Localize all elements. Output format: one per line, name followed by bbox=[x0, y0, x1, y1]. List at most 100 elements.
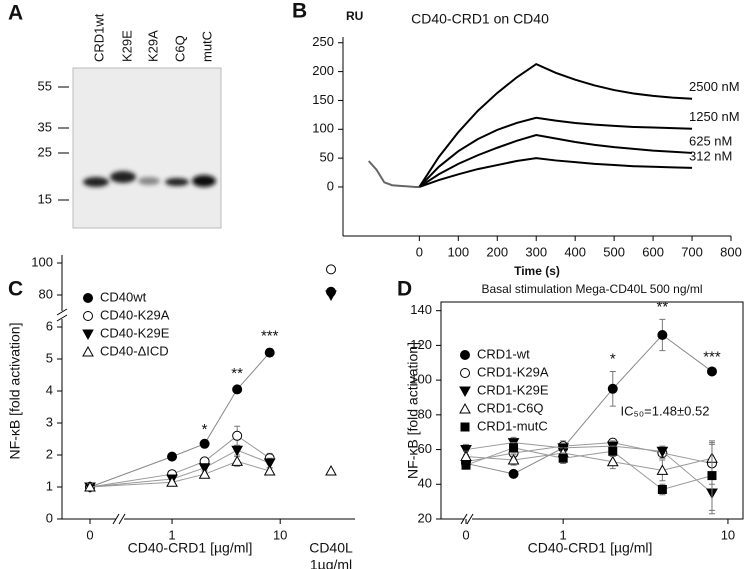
series-line bbox=[89, 435, 270, 488]
marker-label: 35 bbox=[38, 119, 52, 134]
series-line bbox=[418, 116, 693, 188]
point bbox=[326, 264, 336, 275]
axis-break-mark bbox=[112, 513, 120, 525]
lane-label: K29A bbox=[145, 30, 160, 62]
x-tick-label: 10 bbox=[721, 527, 735, 542]
point bbox=[607, 383, 618, 394]
lane-label: C6Q bbox=[172, 35, 187, 62]
legend-marker bbox=[460, 368, 470, 378]
y-tick-label: 60 bbox=[418, 441, 432, 456]
x-tick-label: 0 bbox=[416, 244, 423, 259]
axis-break-mark bbox=[56, 308, 68, 316]
point bbox=[460, 445, 472, 456]
significance: ** bbox=[657, 298, 669, 315]
annotation: IC₅₀=1.48±0.52 bbox=[621, 403, 710, 418]
series-line bbox=[465, 442, 713, 464]
axis-break-mark bbox=[466, 513, 474, 525]
point bbox=[509, 443, 519, 453]
legend-label: CD40wt bbox=[100, 289, 147, 304]
series-line bbox=[465, 452, 713, 471]
axis-break-mark bbox=[460, 513, 468, 525]
control-label: 1µg/ml bbox=[310, 557, 352, 569]
series-line bbox=[465, 334, 713, 475]
y-tick-label: 100 bbox=[312, 121, 334, 136]
significance: *** bbox=[703, 349, 721, 366]
y-tick-label: 3 bbox=[46, 414, 53, 429]
axis-break bbox=[56, 311, 68, 319]
marker-label: 15 bbox=[38, 191, 52, 206]
series-line bbox=[367, 160, 420, 188]
point bbox=[263, 464, 276, 476]
x-tick-label: 0 bbox=[462, 527, 469, 542]
y-axis-label: RU bbox=[346, 9, 363, 23]
y-tick-label: 250 bbox=[312, 34, 334, 49]
point bbox=[325, 464, 337, 476]
significance: * bbox=[610, 350, 616, 367]
point bbox=[231, 445, 244, 457]
y-tick-label: 50 bbox=[320, 150, 334, 165]
band bbox=[83, 177, 109, 187]
legend-label: CRD1-K29A bbox=[477, 364, 549, 379]
significance: ** bbox=[231, 365, 243, 382]
legend-label: CRD1-K29E bbox=[477, 382, 549, 397]
y-tick-label: 140 bbox=[410, 302, 432, 317]
x-axis-label: Time (s) bbox=[514, 264, 560, 278]
y-tick-label: 100 bbox=[31, 254, 53, 269]
panel-label: D bbox=[397, 278, 412, 301]
point bbox=[558, 453, 568, 463]
legend-label: CD40-ΔICD bbox=[100, 343, 169, 358]
axis-break-mark bbox=[56, 314, 68, 322]
legend-label: CRD1-mutC bbox=[477, 418, 548, 433]
legend-marker bbox=[83, 293, 93, 303]
marker-label: 55 bbox=[38, 78, 52, 93]
point bbox=[166, 476, 178, 487]
y-tick-label: 150 bbox=[312, 92, 334, 107]
y-tick-label: 2 bbox=[46, 446, 53, 461]
y-tick-label: 1 bbox=[46, 478, 53, 493]
chart-title: Basal stimulation Mega-CD40L 500 ng/ml bbox=[482, 282, 703, 296]
legend-label: CD40-K29A bbox=[100, 307, 170, 322]
point bbox=[508, 468, 519, 479]
point bbox=[325, 290, 337, 302]
legend-label: CD40-K29E bbox=[100, 325, 170, 340]
point bbox=[198, 468, 211, 479]
significance: * bbox=[202, 421, 208, 438]
series-line bbox=[418, 62, 693, 188]
axis-break-mark bbox=[118, 513, 126, 525]
y-tick-label: 40 bbox=[418, 476, 432, 491]
legend-marker bbox=[82, 345, 94, 357]
y-tick-label: 0 bbox=[46, 510, 53, 525]
point bbox=[167, 451, 178, 462]
point bbox=[656, 446, 669, 458]
y-tick-label: 5 bbox=[46, 350, 53, 365]
point bbox=[263, 458, 276, 470]
panel-label: A bbox=[8, 2, 23, 25]
point bbox=[606, 455, 619, 467]
lane-label: K29E bbox=[119, 30, 134, 62]
point bbox=[656, 464, 669, 475]
lane-label: CRD1wt bbox=[91, 13, 106, 62]
gel-panel: A CRD1wt K29E K29A C6Q mutC 55 35 25 15 bbox=[8, 2, 222, 229]
legend-marker bbox=[459, 402, 471, 414]
y-tick-label: 6 bbox=[46, 318, 53, 333]
y-tick-label: 4 bbox=[46, 382, 53, 397]
x-tick-label: 1 bbox=[560, 527, 567, 542]
x-tick-label: 100 bbox=[447, 244, 469, 259]
x-axis-label: CD40-CRD1 [µg/ml] bbox=[528, 540, 653, 556]
point bbox=[706, 366, 717, 377]
x-tick-label: 500 bbox=[603, 244, 625, 259]
y-tick-label: 80 bbox=[39, 286, 53, 301]
y-axis-label: NF-κB [fold activation] bbox=[7, 323, 23, 460]
legend-marker bbox=[82, 329, 94, 341]
series-label: 625 nM bbox=[689, 133, 732, 148]
y-tick-label: 20 bbox=[418, 510, 432, 525]
significance: *** bbox=[261, 328, 279, 345]
x-tick-label: 800 bbox=[720, 244, 742, 259]
axis-break bbox=[116, 513, 124, 525]
x-tick-label: 400 bbox=[564, 244, 586, 259]
point bbox=[657, 329, 668, 340]
y-tick-label: 0 bbox=[327, 178, 334, 193]
x-tick-label: 10 bbox=[273, 527, 287, 542]
band bbox=[165, 178, 189, 186]
